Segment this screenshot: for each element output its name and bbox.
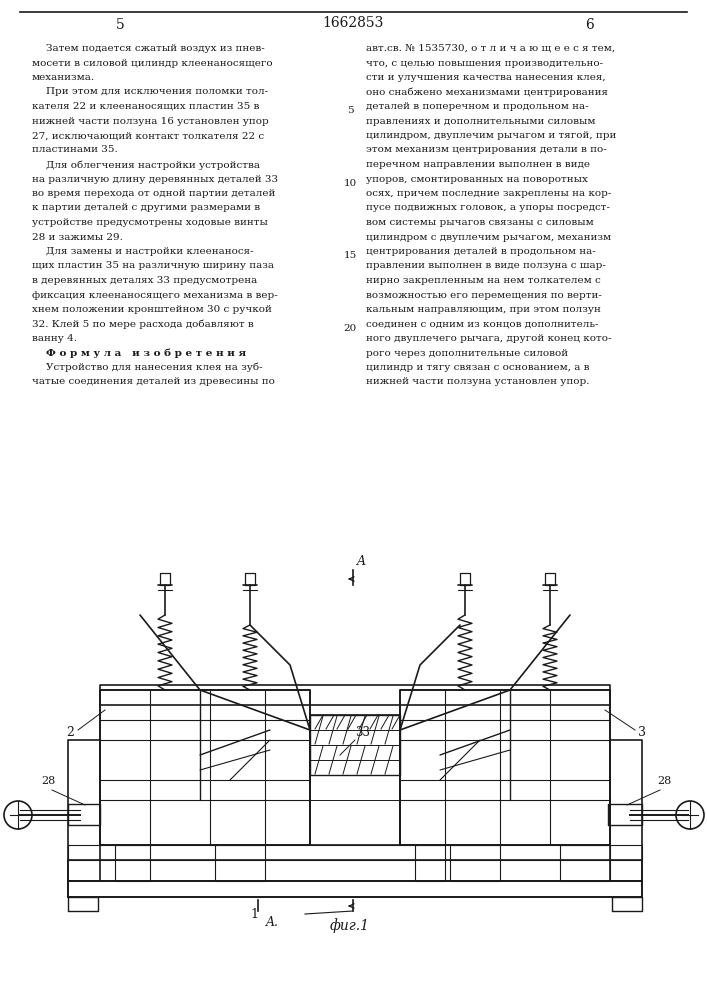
Text: цилиндр и тягу связан с основанием, а в: цилиндр и тягу связан с основанием, а в — [366, 363, 590, 372]
Text: что, с целью повышения производительно-: что, с целью повышения производительно- — [366, 58, 603, 68]
Text: этом механизм центрирования детали в по-: этом механизм центрирования детали в по- — [366, 145, 607, 154]
Text: к партии деталей с другими размерами в: к партии деталей с другими размерами в — [32, 204, 260, 213]
Text: 1: 1 — [250, 908, 258, 922]
Text: A: A — [357, 555, 366, 568]
Text: правлении выполнен в виде ползуна с шар-: правлении выполнен в виде ползуна с шар- — [366, 261, 606, 270]
Text: Для замены и настройки клеенанося-: Для замены и настройки клеенанося- — [46, 247, 254, 256]
Text: мосети в силовой цилиндр клеенаносящего: мосети в силовой цилиндр клеенаносящего — [32, 58, 273, 68]
Text: в деревянных деталях 33 предусмотрена: в деревянных деталях 33 предусмотрена — [32, 276, 257, 285]
Text: на различную длину деревянных деталей 33: на различную длину деревянных деталей 33 — [32, 174, 278, 184]
Text: деталей в поперечном и продольном на-: деталей в поперечном и продольном на- — [366, 102, 589, 111]
Text: центрирования деталей в продольном на-: центрирования деталей в продольном на- — [366, 247, 596, 256]
Text: осях, причем последние закреплены на кор-: осях, причем последние закреплены на кор… — [366, 189, 612, 198]
Text: пусе подвижных головок, а упоры посредст-: пусе подвижных головок, а упоры посредст… — [366, 204, 610, 213]
Text: хнем положении кронштейном 30 с ручкой: хнем положении кронштейном 30 с ручкой — [32, 305, 272, 314]
Text: Устройство для нанесения клея на зуб-: Устройство для нанесения клея на зуб- — [46, 363, 262, 372]
Text: упоров, смонтированных на поворотных: упоров, смонтированных на поворотных — [366, 174, 588, 184]
Text: вом системы рычагов связаны с силовым: вом системы рычагов связаны с силовым — [366, 218, 594, 227]
Text: 27, исключающий контакт толкателя 22 с: 27, исключающий контакт толкателя 22 с — [32, 131, 264, 140]
Text: пластинами 35.: пластинами 35. — [32, 145, 118, 154]
Text: A.: A. — [266, 916, 279, 929]
Text: сти и улучшения качества нанесения клея,: сти и улучшения качества нанесения клея, — [366, 73, 606, 82]
Text: правлениях и дополнительными силовым: правлениях и дополнительными силовым — [366, 116, 595, 125]
Text: 5: 5 — [116, 18, 124, 32]
Text: 28: 28 — [657, 776, 671, 786]
Text: цилиндром с двуплечим рычагом, механизм: цилиндром с двуплечим рычагом, механизм — [366, 232, 611, 241]
Text: Для облегчения настройки устройства: Для облегчения настройки устройства — [46, 160, 260, 169]
Text: Ф о р м у л а   и з о б р е т е н и я: Ф о р м у л а и з о б р е т е н и я — [46, 349, 246, 358]
Text: кальным направляющим, при этом ползун: кальным направляющим, при этом ползун — [366, 305, 601, 314]
Text: ванну 4.: ванну 4. — [32, 334, 77, 343]
Text: цилиндром, двуплечим рычагом и тягой, при: цилиндром, двуплечим рычагом и тягой, пр… — [366, 131, 617, 140]
Text: ного двуплечего рычага, другой конец кото-: ного двуплечего рычага, другой конец кот… — [366, 334, 612, 343]
Text: 6: 6 — [585, 18, 595, 32]
Text: 32. Клей 5 по мере расхода добавляют в: 32. Клей 5 по мере расхода добавляют в — [32, 320, 254, 329]
Text: во время перехода от одной партии деталей: во время перехода от одной партии детале… — [32, 189, 275, 198]
Text: чатые соединения деталей из древесины по: чатые соединения деталей из древесины по — [32, 377, 275, 386]
Text: 28 и зажимы 29.: 28 и зажимы 29. — [32, 232, 123, 241]
Text: нирно закрепленным на нем толкателем с: нирно закрепленным на нем толкателем с — [366, 276, 601, 285]
Text: 28: 28 — [41, 776, 55, 786]
Text: 15: 15 — [344, 251, 356, 260]
Text: 10: 10 — [344, 179, 356, 188]
Text: 2: 2 — [66, 726, 74, 738]
Text: механизма.: механизма. — [32, 73, 95, 82]
Text: При этом для исключения поломки тол-: При этом для исключения поломки тол- — [46, 88, 268, 97]
Text: 5: 5 — [346, 106, 354, 115]
Text: 20: 20 — [344, 324, 356, 333]
Text: нижней части ползуна установлен упор.: нижней части ползуна установлен упор. — [366, 377, 590, 386]
Text: устройстве предусмотрены ходовые винты: устройстве предусмотрены ходовые винты — [32, 218, 268, 227]
Text: нижней части ползуна 16 установлен упор: нижней части ползуна 16 установлен упор — [32, 116, 269, 125]
Text: фиксация клеенаносящего механизма в вер-: фиксация клеенаносящего механизма в вер- — [32, 290, 278, 300]
Text: рого через дополнительные силовой: рого через дополнительные силовой — [366, 349, 568, 358]
Text: возможностью его перемещения по верти-: возможностью его перемещения по верти- — [366, 290, 602, 300]
Text: Затем подается сжатый воздух из пнев-: Затем подается сжатый воздух из пнев- — [46, 44, 264, 53]
Text: кателя 22 и клеенаносящих пластин 35 в: кателя 22 и клеенаносящих пластин 35 в — [32, 102, 259, 111]
Text: щих пластин 35 на различную ширину паза: щих пластин 35 на различную ширину паза — [32, 261, 274, 270]
Text: 3: 3 — [638, 726, 646, 738]
Text: перечном направлении выполнен в виде: перечном направлении выполнен в виде — [366, 160, 590, 169]
Text: авт.св. № 1535730, о т л и ч а ю щ е е с я тем,: авт.св. № 1535730, о т л и ч а ю щ е е с… — [366, 44, 615, 53]
Text: 1662853: 1662853 — [322, 16, 384, 30]
Text: оно снабжено механизмами центрирования: оно снабжено механизмами центрирования — [366, 88, 608, 97]
Text: фиг.1: фиг.1 — [330, 918, 370, 933]
Text: соединен с одним из концов дополнитель-: соединен с одним из концов дополнитель- — [366, 320, 599, 328]
Text: 33: 33 — [355, 726, 370, 739]
